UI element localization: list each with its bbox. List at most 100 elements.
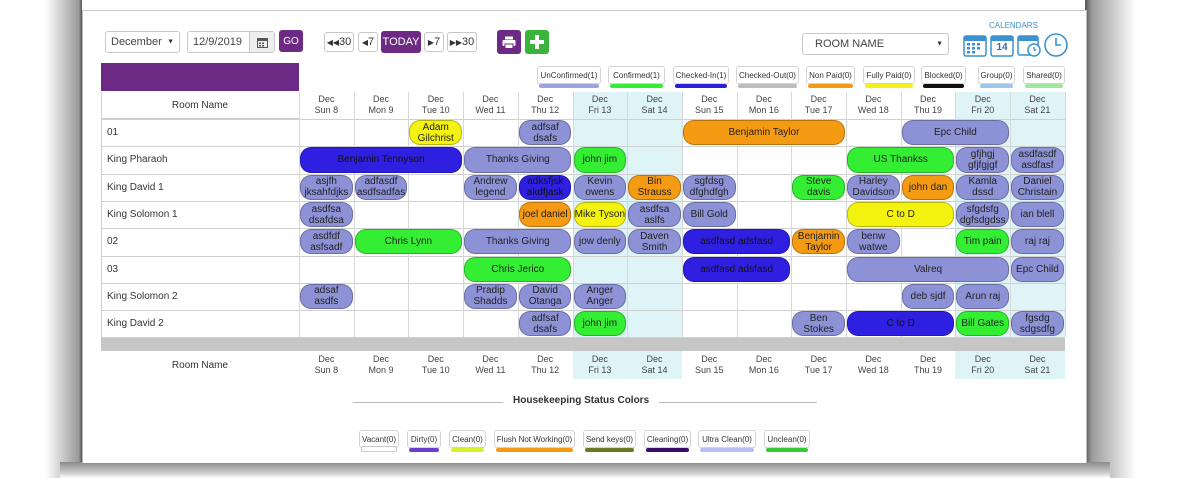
booking-block[interactable]: US Thankss	[847, 147, 955, 173]
room-label: King David 2	[107, 318, 164, 330]
status-legend-item[interactable]: Checked-Out(0)	[736, 66, 799, 88]
room-name-select[interactable]: ROOM NAME ▼	[802, 33, 949, 55]
booking-block[interactable]: Bill Gates	[956, 311, 1010, 337]
day-label: Tue 17	[804, 105, 833, 115]
booking-block[interactable]: sgfdsg dfghdfgh	[682, 174, 736, 200]
booking-block[interactable]: asdfasd adsfasd	[682, 229, 791, 255]
housekeeping-title: Housekeeping Status Colors	[503, 395, 660, 406]
add-booking-button[interactable]	[525, 30, 549, 54]
booking-block[interactable]: raj raj	[1011, 229, 1064, 255]
booking-block[interactable]: asdfdf asfsadf	[300, 229, 353, 255]
booking-block[interactable]: adfsaf dsafs	[518, 120, 572, 146]
forward-30-button[interactable]: ▶▶ 30	[447, 32, 477, 52]
day-calendar-icon[interactable]: 14	[990, 33, 1014, 57]
day-footer: Dec Fri 20	[955, 354, 1010, 376]
booking-block[interactable]: sfgdsfg dgfsdgdss	[956, 201, 1010, 228]
back-7-button[interactable]: ◀ 7	[358, 32, 378, 52]
booking-block[interactable]: Valreq	[847, 256, 1010, 282]
booking-block[interactable]: john jim	[573, 147, 627, 173]
booking-block[interactable]: Chris Lynn	[354, 229, 463, 255]
booking-block[interactable]: Ben Stokes	[792, 311, 845, 337]
month-select[interactable]: December ▼	[105, 31, 180, 53]
clock-icon[interactable]	[1043, 32, 1069, 58]
booking-block[interactable]: asdfasd adsfasd	[682, 256, 791, 282]
booking-block[interactable]: john dan	[901, 174, 955, 200]
booking-block[interactable]: adfsaf dsafs	[518, 311, 572, 337]
booking-block[interactable]: asdfasdf asdfasf	[1011, 147, 1064, 173]
weekend-column-shade	[627, 351, 682, 380]
status-legend-item[interactable]: UnConfirmed(1)	[537, 66, 601, 88]
booking-block[interactable]: Kevin owens	[573, 174, 627, 200]
booking-block[interactable]: asdfsa aslfs	[628, 201, 681, 228]
page-shadow-right	[1085, 0, 1198, 478]
booking-block[interactable]: asdfsa dsafdsa	[300, 201, 353, 228]
booking-block[interactable]: Benjamin Tennyson	[300, 147, 463, 173]
month-calendar-icon[interactable]	[963, 33, 987, 57]
booking-block[interactable]: Steve davis	[792, 174, 845, 200]
booking-block[interactable]: john jim	[573, 311, 627, 337]
go-button[interactable]: GO	[279, 30, 303, 52]
booking-block[interactable]: Andrew legend	[464, 174, 517, 200]
status-legend-item[interactable]: Non Paid(0)	[806, 66, 855, 88]
booking-block[interactable]: Kamla dssd	[956, 174, 1010, 200]
booking-block[interactable]: adsaf asdfs	[300, 283, 353, 310]
booking-block[interactable]: Tim pain	[956, 229, 1010, 255]
booking-block[interactable]: Epc Child	[1011, 256, 1064, 282]
housekeeping-legend-item[interactable]: Unclean(0)	[764, 430, 810, 452]
status-legend-item[interactable]: Blocked(0)	[921, 66, 966, 88]
schedule-calendar-icon[interactable]	[1017, 33, 1041, 57]
booking-block[interactable]: Daven Smith	[628, 229, 681, 255]
booking-block[interactable]: Harley Davidson	[847, 174, 900, 200]
day-month: Dec	[1029, 354, 1046, 365]
booking-block[interactable]: Daniel Christain	[1011, 174, 1064, 200]
booking-block[interactable]: David Otanga	[518, 283, 572, 310]
housekeeping-legend-item[interactable]: Flush Not Working(0)	[494, 430, 575, 452]
booking-block[interactable]: adksfjsk akdfjask	[518, 174, 572, 200]
booking-block[interactable]: ian blell	[1011, 201, 1064, 228]
booking-block[interactable]: gfjhgj gfjfgjgf	[956, 147, 1010, 173]
booking-block[interactable]: asjfh jksahfdjks	[300, 174, 353, 200]
booking-block[interactable]: C to D	[847, 201, 955, 228]
date-input[interactable]: 12/9/2019	[187, 31, 275, 53]
booking-block[interactable]: adfasdf asdfsadfas	[354, 174, 408, 200]
booking-block[interactable]: Adam Gilchrist	[409, 120, 463, 146]
status-legend-item[interactable]: Checked-In(1)	[673, 66, 729, 88]
status-legend-item[interactable]: Fully Paid(0)	[863, 66, 915, 88]
booking-block[interactable]: Bin Strauss	[628, 174, 681, 200]
day-label: Wed 11	[475, 105, 506, 115]
housekeeping-legend-item[interactable]: Vacant(0)	[359, 430, 399, 452]
booking-block[interactable]: Anger Anger	[573, 283, 627, 310]
column-divider	[955, 92, 957, 338]
back-30-button[interactable]: ◀◀ 30	[324, 32, 354, 52]
booking-block[interactable]: benw watwe	[847, 229, 900, 255]
print-button[interactable]	[497, 30, 521, 54]
booking-block[interactable]: fgsdg sdgsdfg	[1011, 311, 1064, 337]
booking-block[interactable]: C to D	[847, 311, 955, 337]
booking-block[interactable]: Thanks Giving	[464, 147, 572, 173]
column-divider	[681, 92, 683, 338]
housekeeping-legend-item[interactable]: Dirty(0)	[407, 430, 441, 452]
booking-block[interactable]: Benjamin Taylor	[792, 229, 845, 255]
housekeeping-legend-item[interactable]: Ultra Clean(0)	[698, 430, 756, 452]
status-legend-item[interactable]: Group(0)	[978, 66, 1015, 88]
housekeeping-legend-item[interactable]: Clean(0)	[449, 430, 486, 452]
day-month: Dec	[482, 354, 499, 365]
booking-block[interactable]: Thanks Giving	[464, 229, 572, 255]
calendar-picker-icon[interactable]	[249, 32, 274, 52]
today-button[interactable]: TODAY	[381, 31, 421, 53]
housekeeping-legend-item[interactable]: Cleaning(0)	[644, 430, 691, 452]
forward-7-button[interactable]: ▶ 7	[424, 32, 444, 52]
status-legend-item[interactable]: Confirmed(1)	[608, 66, 665, 88]
booking-block[interactable]: Arun raj	[956, 283, 1010, 310]
booking-block[interactable]: Pradip Shadds	[464, 283, 517, 310]
booking-block[interactable]: Bill Gold	[682, 201, 736, 228]
status-legend-item[interactable]: Shared(0)	[1023, 66, 1065, 88]
booking-block[interactable]: Benjamin Taylor	[682, 120, 845, 146]
booking-block[interactable]: jow denly	[573, 229, 627, 255]
housekeeping-legend-item[interactable]: Send keys(0)	[583, 430, 636, 452]
booking-block[interactable]: joel daniel	[518, 201, 572, 228]
booking-block[interactable]: Mike Tyson	[573, 201, 627, 228]
booking-block[interactable]: Epc Child	[901, 120, 1010, 146]
booking-block[interactable]: Chris Jerico	[464, 256, 572, 282]
booking-block[interactable]: deb sjdf	[901, 283, 955, 310]
